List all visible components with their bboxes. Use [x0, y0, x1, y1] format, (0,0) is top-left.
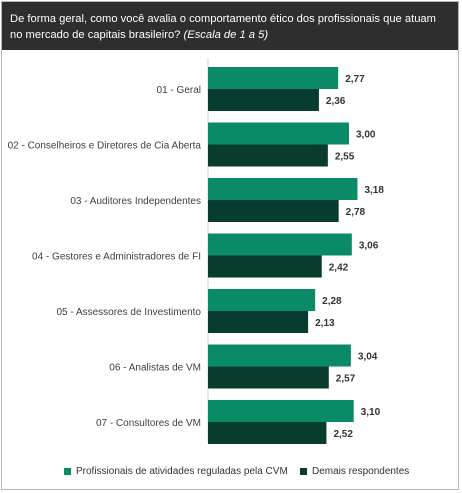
legend-swatch-series-1 — [64, 468, 71, 475]
legend-item-series-2: Demais respondentes — [300, 466, 409, 477]
data-label: 2,78 — [346, 207, 366, 218]
bar-group: 05 - Assessores de Investimento 2,28 2,13 — [56, 289, 342, 333]
bar-chart: 01 - Geral 2,77 2,36 02 - Conselheiros e Di… — [8, 58, 384, 444]
bar-group: 01 - Geral 2,77 2,36 — [157, 67, 365, 111]
data-label: 3,10 — [361, 407, 381, 418]
bar-series-2 — [208, 311, 309, 333]
bar-series-1 — [208, 67, 339, 89]
bar-series-1 — [208, 122, 349, 145]
bar-series-2 — [208, 200, 339, 222]
bar-series-1 — [208, 289, 316, 311]
bar-series-2 — [208, 89, 319, 111]
bar-series-2 — [208, 422, 327, 444]
category-label: 07 - Consultores de VM — [96, 418, 201, 429]
data-label: 2,28 — [322, 296, 342, 307]
data-label: 2,13 — [315, 318, 335, 329]
category-label: 03 - Auditores Independentes — [70, 196, 201, 207]
data-label: 2,77 — [345, 74, 365, 85]
category-label: 02 - Conselheiros e Diretores de Cia Abe… — [8, 141, 202, 152]
legend-swatch-series-2 — [300, 468, 307, 475]
scale-note: (Escala de 1 a 5) — [183, 29, 269, 41]
bar-group: 03 - Auditores Independentes 3,18 2,78 — [70, 178, 384, 222]
data-label: 2,55 — [335, 152, 355, 163]
question-text: De forma geral, como você avalia o compo… — [10, 13, 436, 41]
legend-label-series-2: Demais respondentes — [312, 466, 410, 477]
chart-legend: Profissionais de atividades reguladas pe… — [2, 464, 458, 480]
bar-series-2 — [208, 255, 322, 278]
chart-header: De forma geral, como você avalia o compo… — [2, 2, 458, 50]
bar-series-1 — [208, 400, 354, 422]
bar-series-1 — [208, 178, 358, 200]
data-label: 3,18 — [364, 185, 384, 196]
category-label: 05 - Assessores de Investimento — [56, 307, 201, 318]
legend-item-series-1: Profissionais de atividades reguladas pe… — [64, 466, 288, 477]
category-label: 01 - Geral — [157, 85, 201, 96]
data-label: 3,06 — [359, 241, 379, 252]
data-label: 2,52 — [333, 429, 353, 440]
data-label: 3,00 — [356, 130, 376, 141]
legend-label-series-1: Profissionais de atividades reguladas pe… — [76, 466, 288, 477]
bar-series-2 — [208, 366, 329, 389]
data-label: 3,04 — [358, 352, 378, 363]
bar-group: 06 - Analistas de VM 3,042,57 — [109, 344, 378, 389]
bar-group: 02 - Conselheiros e Diretores de Cia Abe… — [8, 122, 376, 167]
category-label: 06 - Analistas de VM — [109, 363, 201, 374]
category-label: 04 - Gestores e Administradores de FI — [32, 252, 201, 263]
bar-group: 04 - Gestores e Administradores de FI 3,0… — [32, 233, 379, 278]
bar-series-1 — [208, 233, 352, 256]
bar-group: 07 - Consultores de VM 3,10 2,52 — [96, 400, 381, 444]
bar-series-1 — [208, 344, 351, 367]
bar-series-2 — [208, 144, 328, 167]
data-label: 2,57 — [336, 374, 356, 385]
data-label: 2,42 — [329, 263, 349, 274]
data-label: 2,36 — [326, 96, 346, 107]
